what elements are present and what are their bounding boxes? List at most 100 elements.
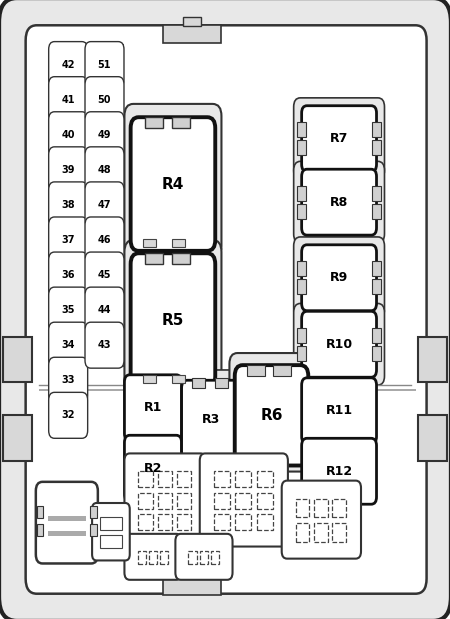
Bar [87, 45, 122, 365]
FancyBboxPatch shape [125, 454, 206, 547]
FancyBboxPatch shape [85, 182, 124, 228]
Text: 50: 50 [98, 95, 111, 105]
FancyBboxPatch shape [200, 454, 288, 547]
Text: 44: 44 [98, 305, 111, 315]
FancyBboxPatch shape [49, 112, 88, 158]
FancyBboxPatch shape [85, 147, 124, 193]
Bar [333, 499, 346, 517]
Bar [211, 551, 219, 563]
Bar [158, 493, 172, 509]
Bar [247, 365, 265, 376]
Bar [160, 551, 168, 563]
Bar [183, 17, 201, 27]
FancyBboxPatch shape [85, 252, 124, 298]
Bar [37, 506, 43, 518]
Bar [199, 551, 208, 563]
Bar [145, 253, 163, 264]
Bar [138, 514, 153, 530]
FancyBboxPatch shape [294, 98, 384, 180]
FancyBboxPatch shape [85, 41, 124, 87]
Text: 40: 40 [61, 130, 75, 140]
FancyBboxPatch shape [49, 41, 88, 87]
FancyBboxPatch shape [92, 503, 130, 560]
Bar [372, 140, 381, 155]
FancyBboxPatch shape [294, 162, 384, 243]
Text: 47: 47 [98, 200, 111, 210]
FancyBboxPatch shape [49, 217, 88, 263]
FancyBboxPatch shape [26, 25, 427, 594]
Text: 32: 32 [61, 410, 75, 420]
FancyBboxPatch shape [177, 370, 244, 464]
FancyBboxPatch shape [302, 106, 377, 171]
FancyBboxPatch shape [302, 169, 377, 235]
Text: 38: 38 [61, 200, 75, 210]
Text: 42: 42 [61, 59, 75, 69]
Bar [192, 378, 205, 388]
Bar [39, 389, 415, 391]
FancyBboxPatch shape [85, 287, 124, 333]
Text: 36: 36 [61, 270, 75, 280]
FancyBboxPatch shape [294, 303, 384, 385]
FancyBboxPatch shape [85, 322, 124, 368]
Bar [4, 337, 32, 382]
Bar [48, 532, 86, 536]
Text: R6: R6 [260, 408, 283, 423]
Bar [372, 204, 381, 219]
Bar [297, 186, 306, 201]
FancyBboxPatch shape [49, 147, 88, 193]
Text: 51: 51 [98, 59, 111, 69]
Text: 49: 49 [98, 130, 111, 140]
FancyBboxPatch shape [302, 245, 377, 311]
Text: R11: R11 [325, 404, 353, 417]
Bar [172, 253, 189, 264]
FancyBboxPatch shape [235, 365, 308, 465]
FancyBboxPatch shape [49, 392, 88, 438]
Text: R7: R7 [330, 132, 348, 145]
Bar [372, 186, 381, 201]
Bar [143, 375, 156, 383]
Bar [177, 493, 191, 509]
Text: 39: 39 [61, 165, 75, 175]
Bar [297, 346, 306, 361]
Bar [177, 514, 191, 530]
Bar [256, 471, 273, 487]
Bar [297, 261, 306, 276]
FancyBboxPatch shape [125, 534, 182, 580]
Text: R1: R1 [144, 401, 162, 414]
FancyBboxPatch shape [49, 182, 88, 228]
Bar [163, 25, 220, 43]
Text: 33: 33 [61, 375, 75, 385]
Bar [100, 517, 122, 530]
Bar [314, 499, 328, 517]
Bar [235, 514, 251, 530]
Bar [48, 516, 86, 521]
Bar [138, 471, 153, 487]
Bar [143, 239, 156, 247]
FancyBboxPatch shape [130, 253, 215, 387]
Bar [372, 279, 381, 295]
FancyBboxPatch shape [302, 311, 377, 377]
Text: R2: R2 [144, 462, 162, 475]
FancyBboxPatch shape [230, 353, 314, 472]
Bar [158, 471, 172, 487]
FancyBboxPatch shape [176, 534, 233, 580]
Text: 46: 46 [98, 235, 111, 245]
Bar [172, 239, 185, 247]
FancyBboxPatch shape [49, 252, 88, 298]
FancyBboxPatch shape [49, 357, 88, 403]
FancyBboxPatch shape [49, 77, 88, 123]
Bar [138, 493, 153, 509]
Bar [256, 514, 273, 530]
FancyBboxPatch shape [302, 438, 377, 504]
Bar [215, 378, 228, 388]
Bar [333, 523, 346, 542]
Bar [172, 375, 185, 383]
Bar [177, 471, 191, 487]
FancyBboxPatch shape [125, 375, 182, 441]
Text: R10: R10 [325, 338, 353, 351]
Bar [297, 327, 306, 343]
Bar [37, 524, 43, 536]
FancyBboxPatch shape [125, 104, 221, 258]
Bar [256, 493, 273, 509]
Text: R5: R5 [162, 313, 184, 327]
